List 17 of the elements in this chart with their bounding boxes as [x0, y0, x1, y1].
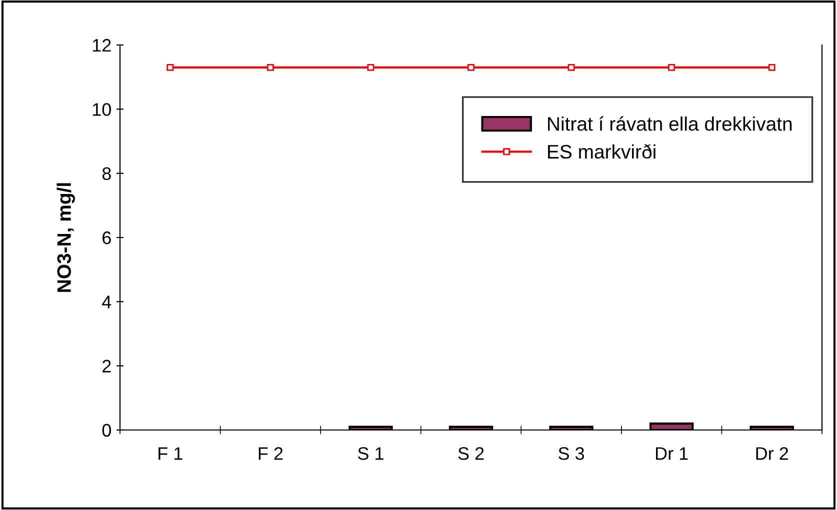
x-tick-label: Dr 1: [656, 447, 688, 460]
legend-label: ES markvirði: [548, 144, 656, 159]
x-tick-label: S 1: [358, 447, 384, 460]
x-tick-label: Dr 2: [756, 447, 788, 460]
y-tick-label: 2: [102, 360, 111, 372]
y-tick-label: 4: [102, 296, 112, 308]
y-tick-label: 12: [92, 38, 111, 52]
x-tick-label: F 2: [258, 447, 283, 460]
x-tick-label: S 2: [458, 447, 484, 460]
x-tick-label: F 1: [158, 447, 182, 460]
y-tick-label: 10: [92, 103, 111, 116]
x-tick-label: S 3: [558, 447, 584, 460]
y-tick-label: 8: [102, 167, 111, 180]
y-tick-label: 0: [102, 424, 111, 437]
y-tick-label: 6: [102, 231, 111, 244]
legend-label: Nitrat í rávatn ella drekkivatn: [548, 116, 792, 131]
y-axis-title: NO3-N, mg/l: [56, 183, 75, 292]
